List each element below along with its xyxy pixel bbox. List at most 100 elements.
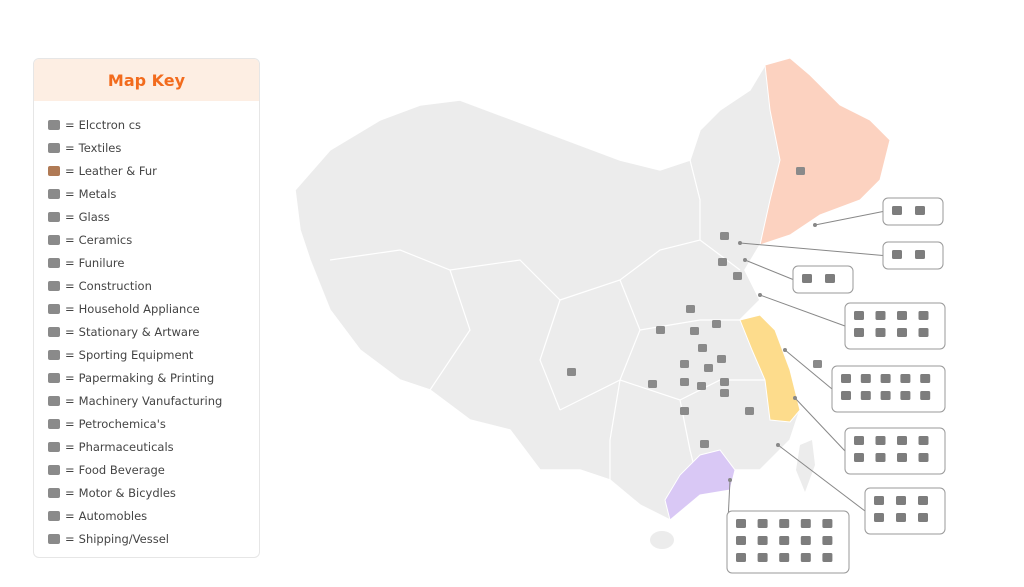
equals: = (65, 163, 75, 178)
industry-icon (736, 519, 746, 528)
key-item: = Shipping/Vessel (48, 527, 259, 550)
equals: = (65, 232, 75, 247)
key-label: Glass (78, 209, 110, 224)
map-icon (698, 344, 707, 352)
industry-icon (880, 391, 891, 400)
leader-dot (783, 348, 787, 352)
equals: = (65, 393, 75, 408)
key-icon (48, 142, 60, 153)
industry-icon (800, 553, 811, 562)
equals: = (65, 209, 75, 224)
key-item: = Pharmaceuticals (48, 435, 259, 458)
equals: = (65, 140, 75, 155)
key-item: = Textiles (48, 136, 259, 159)
industry-icon (757, 519, 768, 528)
industry-icon (897, 328, 907, 337)
east-region (739, 314, 801, 423)
key-item: = Elcctron cs (48, 113, 259, 136)
key-icon (48, 372, 60, 383)
map-icon (745, 407, 754, 415)
callout-box (864, 487, 946, 535)
key-label: Household Appliance (78, 301, 200, 316)
industry-icon (757, 536, 768, 545)
map-icon (733, 272, 742, 280)
industry-icon (880, 374, 891, 383)
industry-icon (875, 311, 886, 320)
industry-icon (860, 391, 871, 400)
industry-icon (841, 391, 851, 400)
leader (794, 397, 846, 452)
key-icon (48, 510, 60, 521)
industry-icon (918, 311, 929, 320)
industry-icon (854, 453, 864, 462)
map-icon (720, 232, 729, 240)
map-icon (656, 326, 665, 334)
map-icon (680, 407, 689, 415)
industry-icon (897, 453, 907, 462)
key-item: = Sporting Equipment (48, 343, 259, 366)
industry-icon (897, 436, 907, 445)
south-region (664, 449, 736, 521)
key-label: Leather & Fur (78, 163, 157, 178)
industry-icon (915, 250, 925, 259)
industry-icon (779, 553, 790, 562)
key-label: Construction (78, 278, 152, 293)
industry-icon (874, 496, 884, 505)
industry-icon (897, 311, 907, 320)
industry-icon (875, 328, 886, 337)
northeast-region (759, 57, 891, 246)
industry-icon (825, 274, 835, 283)
key-label: Motor & Bicydles (78, 485, 176, 500)
industry-icon (896, 513, 906, 522)
map-icon (690, 327, 699, 335)
map-icon (680, 360, 689, 368)
map-icon (712, 320, 721, 328)
industry-icon (757, 553, 768, 562)
industry-icon (779, 536, 790, 545)
equals: = (65, 416, 75, 431)
province-lines (329, 159, 765, 491)
key-icon (48, 280, 60, 291)
industry-icon (900, 374, 911, 383)
key-item: = Food Beverage (48, 458, 259, 481)
key-label: Petrochemica's (78, 416, 166, 431)
industry-icon (875, 453, 886, 462)
leader (777, 444, 866, 512)
leader-dot (728, 478, 732, 482)
key-item: = Leather & Fur (48, 159, 259, 182)
key-icon (48, 395, 60, 406)
leader (739, 242, 884, 256)
callout-box (831, 365, 946, 413)
industry-icon (802, 274, 812, 283)
map-icon (718, 258, 727, 266)
industry-icon (918, 453, 929, 462)
industry-icon (854, 436, 864, 445)
leader-dot (758, 293, 762, 297)
industry-icon (892, 206, 902, 215)
key-item: = Motor & Bicydles (48, 481, 259, 504)
map-icon (700, 440, 709, 448)
key-icon (48, 257, 60, 268)
callouts (567, 167, 946, 574)
industry-icon (892, 250, 902, 259)
key-item: = Stationary & Artware (48, 320, 259, 343)
key-label: Stationary & Artware (78, 324, 200, 339)
leader (744, 259, 794, 280)
key-label: Food Beverage (78, 462, 165, 477)
key-item: = Papermaking & Printing (48, 366, 259, 389)
industry-icon (875, 436, 886, 445)
industry-icon (822, 536, 833, 545)
key-label: Elcctron cs (78, 117, 142, 132)
key-label: Metals (78, 186, 117, 201)
key-icon (48, 211, 60, 222)
leader (759, 294, 846, 327)
industry-icon (800, 536, 811, 545)
equals: = (65, 324, 75, 339)
key-label: Machinery Vanufacturing (78, 393, 223, 408)
map-icon (567, 368, 576, 376)
map-icon (704, 364, 713, 372)
industry-icon (822, 553, 833, 562)
key-title: Map Key (34, 59, 259, 101)
map-icon (648, 380, 657, 388)
